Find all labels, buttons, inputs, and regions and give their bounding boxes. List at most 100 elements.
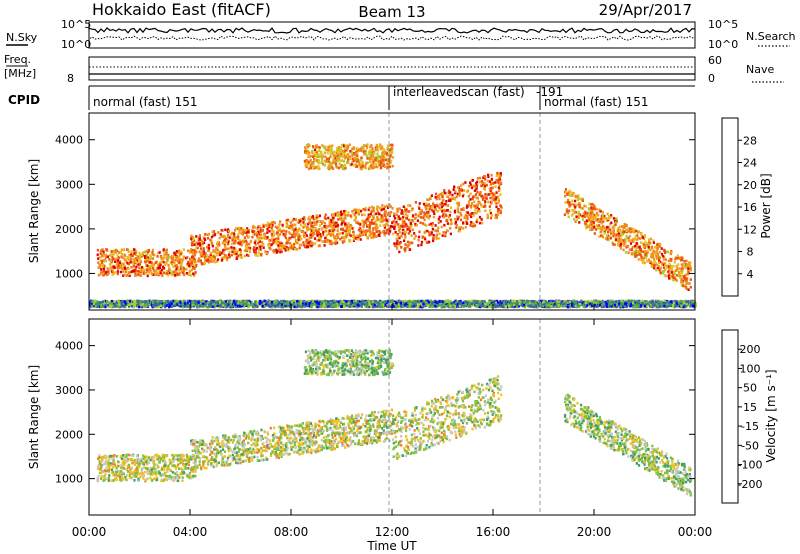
- echo-cell: [359, 228, 362, 232]
- echo-cell: [473, 185, 476, 188]
- echo-cell: [292, 233, 295, 237]
- echo-cell: [367, 219, 370, 223]
- echo-cell: [417, 244, 420, 247]
- echo-cell: [589, 217, 592, 221]
- echo-cell: [99, 259, 102, 263]
- echo-cell: [100, 268, 103, 271]
- echo-cell: [456, 217, 459, 220]
- echo-cell: [268, 238, 271, 242]
- echo-cell: [100, 271, 103, 274]
- echo-cell: [307, 167, 311, 171]
- echo-cell: [445, 214, 448, 217]
- echo-cell: [171, 256, 174, 260]
- echo-cell: [474, 204, 477, 208]
- echo-cell: [625, 224, 628, 227]
- echo-cell: [417, 235, 421, 239]
- echo-cell: [221, 229, 224, 232]
- echo-cell: [162, 248, 165, 251]
- echo-cell: [491, 214, 494, 217]
- echo-cell: [241, 233, 244, 236]
- echo-cell: [354, 153, 357, 156]
- echo-cell: [652, 261, 655, 265]
- echo-cell: [268, 242, 271, 246]
- echo-cell: [456, 207, 459, 210]
- echo-cell: [305, 238, 308, 242]
- echo-cell: [593, 225, 596, 229]
- echo-cell: [652, 241, 655, 244]
- echo-cell: [602, 225, 605, 228]
- echo-cell: [479, 176, 482, 180]
- echo-cell: [269, 239, 272, 242]
- echo-cell: [162, 260, 165, 264]
- echo-cell: [303, 245, 307, 249]
- echo-cell: [378, 143, 382, 146]
- echo-cell: [179, 263, 182, 267]
- echo-cell: [328, 221, 331, 224]
- echo-cell: [462, 227, 465, 230]
- echo-cell: [420, 243, 423, 247]
- echo-cell: [201, 242, 204, 246]
- echo-cell: [354, 163, 357, 166]
- echo-cell: [315, 217, 318, 220]
- echo-cell: [598, 224, 601, 227]
- echo-cell: [370, 162, 373, 165]
- echo-cell: [381, 219, 384, 223]
- echo-cell: [338, 150, 341, 154]
- beam-label: Beam 13: [358, 3, 425, 21]
- echo-cell: [330, 225, 333, 228]
- echo-cell: [195, 245, 198, 248]
- echo-cell: [362, 229, 365, 232]
- echo-cell: [303, 223, 306, 226]
- echo-cell: [681, 271, 684, 275]
- echo-cell: [587, 224, 590, 228]
- echo-cell: [637, 245, 640, 249]
- echo-cell: [122, 263, 125, 266]
- echo-cell: [269, 224, 273, 228]
- echo-cell: [216, 244, 219, 248]
- echo-cell: [306, 222, 309, 226]
- echo-cell: [470, 202, 473, 205]
- echo-cell: [592, 204, 596, 207]
- echo-cell: [488, 205, 491, 208]
- echo-cell: [414, 222, 417, 226]
- echo-cell: [677, 274, 680, 277]
- echo-cell: [456, 192, 459, 196]
- echo-cell: [213, 255, 216, 259]
- echo-cell: [648, 240, 651, 244]
- echo-cell: [298, 227, 301, 231]
- echo-cell: [334, 235, 337, 238]
- echo-cell: [333, 228, 336, 232]
- echo-cell: [316, 239, 319, 242]
- echo-cell: [414, 234, 417, 238]
- echo-cell: [633, 250, 636, 253]
- echo-cell: [584, 205, 587, 208]
- echo-cell: [635, 254, 638, 257]
- echo-cell: [658, 243, 662, 246]
- echo-cell: [224, 240, 227, 243]
- echo-cell: [383, 226, 386, 229]
- echo-cell: [400, 246, 403, 249]
- echo-cell: [142, 269, 146, 272]
- echo-cell: [235, 252, 238, 255]
- echo-cell: [593, 232, 596, 235]
- echo-cell: [494, 181, 497, 184]
- echo-cell: [312, 233, 315, 236]
- echo-cell: [307, 150, 310, 154]
- echo-cell: [371, 208, 374, 212]
- echo-cell: [663, 248, 666, 252]
- echo-cell: [366, 157, 369, 160]
- echo-cell: [478, 191, 482, 195]
- echo-cell: [629, 227, 632, 231]
- echo-cell: [481, 221, 484, 225]
- echo-cell: [117, 261, 120, 265]
- echo-cell: [431, 222, 434, 225]
- echo-cell: [353, 156, 356, 160]
- echo-cell: [176, 259, 180, 263]
- echo-cell: [129, 255, 133, 258]
- echo-cell: [378, 207, 381, 210]
- echo-cell: [403, 230, 406, 234]
- echo-cell: [371, 166, 374, 170]
- echo-cell: [577, 214, 580, 217]
- echo-cell: [97, 257, 100, 260]
- echo-cell: [305, 241, 308, 245]
